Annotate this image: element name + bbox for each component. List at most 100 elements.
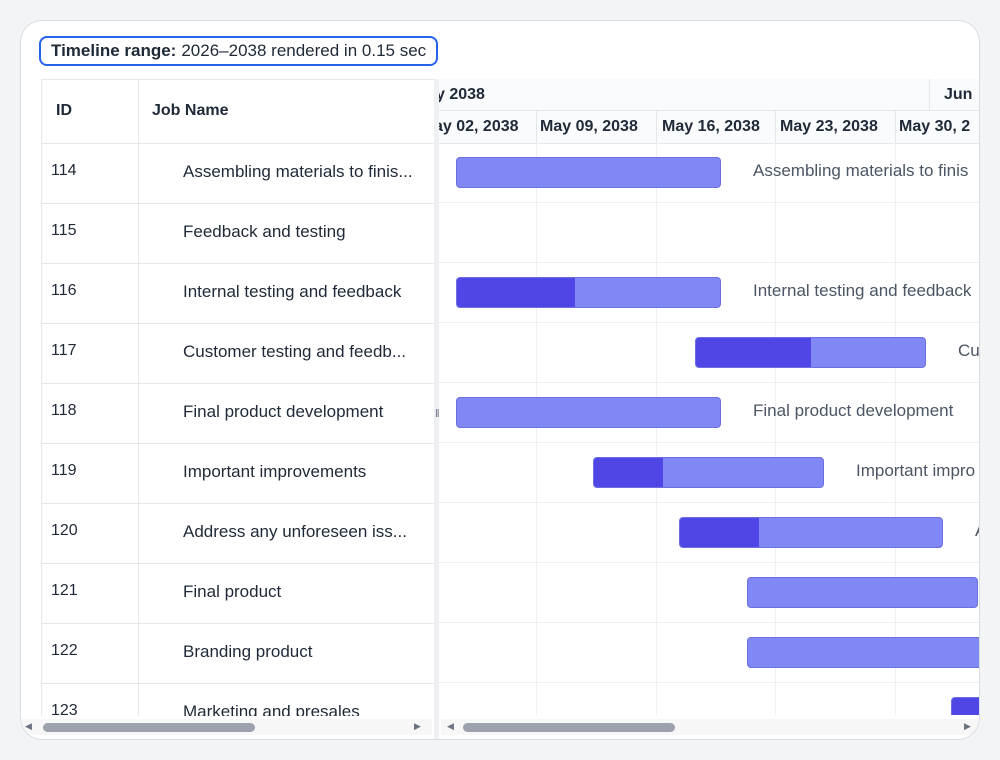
table-row[interactable]: 117 Customer testing and feedb... <box>42 324 437 384</box>
month-label: y 2038 <box>439 86 485 103</box>
table-row[interactable]: 122 Branding product <box>42 624 437 684</box>
timeline-range-label: Timeline range: <box>51 41 177 60</box>
gantt-row: A <box>439 503 979 563</box>
week-label: ay 02, 2038 <box>439 118 519 135</box>
week-label: May 16, 2038 <box>662 118 760 135</box>
week-label: May 23, 2038 <box>780 118 878 135</box>
week-divider <box>536 111 537 143</box>
table-row[interactable]: 123 Marketing and presales <box>42 684 437 716</box>
gantt-row <box>439 563 979 623</box>
timeline-header-weeks: ay 02, 2038 May 09, 2038 May 16, 2038 Ma… <box>439 111 979 144</box>
gantt-row: Internal testing and feedback <box>439 263 979 323</box>
task-bar-label: A <box>975 521 979 541</box>
table-row[interactable]: 120 Address any unforeseen iss... <box>42 504 437 564</box>
week-divider <box>775 111 776 143</box>
cell-divider <box>138 384 139 443</box>
task-bar[interactable] <box>456 397 721 428</box>
task-bar[interactable] <box>951 697 979 715</box>
table-row[interactable]: 121 Final product <box>42 564 437 624</box>
month-divider <box>929 79 930 110</box>
task-progress <box>457 278 576 307</box>
table-row[interactable]: 119 Important improvements <box>42 444 437 504</box>
week-gridline <box>536 143 537 715</box>
task-bar-label: Assembling materials to finis <box>753 161 969 180</box>
week-label: May 30, 2 <box>899 118 971 135</box>
cell-id: 114 <box>51 162 77 179</box>
gantt-row: Final product development <box>439 383 979 443</box>
task-bar[interactable] <box>679 517 943 548</box>
column-header-job-name[interactable]: Job Name <box>152 102 229 119</box>
task-bar[interactable] <box>747 637 979 668</box>
cell-id: 119 <box>51 462 77 479</box>
cell-job-name: Important improvements <box>183 462 367 481</box>
timeline-range-badge: Timeline range: 2026–2038 rendered in 0.… <box>39 36 439 66</box>
week-gridline <box>775 143 776 715</box>
cell-id: 116 <box>51 282 77 299</box>
cell-id: 122 <box>51 642 78 659</box>
arrow-left-icon[interactable]: ◀ <box>447 721 454 731</box>
month-label: Jun <box>944 86 973 103</box>
cell-id: 121 <box>51 582 78 599</box>
task-bar-label: Important impro <box>856 461 976 480</box>
cell-divider <box>138 564 139 623</box>
cell-job-name: Customer testing and feedb... <box>183 342 407 361</box>
arrow-right-icon[interactable]: ▶ <box>964 721 971 731</box>
arrow-right-icon[interactable]: ▶ <box>414 721 421 731</box>
table-row[interactable]: 114 Assembling materials to finis... <box>42 144 437 204</box>
cell-id: 117 <box>51 342 77 359</box>
gantt-row: Important impro <box>439 443 979 503</box>
cell-id: 118 <box>51 402 77 419</box>
cell-job-name: Internal testing and feedback <box>183 282 402 301</box>
timeline-horizontal-scrollbar[interactable]: ◀ ▶ <box>441 719 979 735</box>
week-gridline <box>895 143 896 715</box>
scrollbar-thumb[interactable] <box>43 723 255 732</box>
week-divider <box>656 111 657 143</box>
cell-divider <box>138 684 139 716</box>
cell-job-name: Assembling materials to finis... <box>183 162 413 181</box>
gantt-row <box>439 623 979 683</box>
cell-job-name: Marketing and presales <box>183 702 360 716</box>
gantt-row <box>439 683 979 715</box>
task-bar-label: Cu <box>958 341 979 360</box>
cell-divider <box>138 624 139 683</box>
grid-horizontal-scrollbar[interactable]: ◀ ▶ <box>21 719 432 735</box>
cell-divider <box>138 324 139 383</box>
task-bar[interactable] <box>593 457 824 488</box>
table-row[interactable]: 116 Internal testing and feedback <box>42 264 437 324</box>
cell-id: 115 <box>51 222 77 239</box>
week-divider <box>895 111 896 143</box>
cell-job-name: Address any unforeseen iss... <box>183 522 407 541</box>
cell-id: 120 <box>51 522 78 539</box>
task-bar[interactable] <box>747 577 978 608</box>
panel-splitter[interactable]: ‖ <box>434 79 440 739</box>
task-bar-label: Internal testing and feedback <box>753 281 972 300</box>
table-row[interactable]: 118 Final product development <box>42 384 437 444</box>
cell-divider <box>138 204 139 263</box>
cell-divider <box>138 264 139 323</box>
gantt-timeline: y 2038 Jun ay 02, 2038 May 09, 2038 May … <box>439 79 979 715</box>
gantt-widget: Timeline range: 2026–2038 rendered in 0.… <box>20 20 980 740</box>
cell-job-name: Branding product <box>183 642 313 661</box>
scrollbar-thumb[interactable] <box>463 723 675 732</box>
task-progress <box>952 698 979 715</box>
cell-job-name: Final product development <box>183 402 384 421</box>
week-label: May 09, 2038 <box>540 118 638 135</box>
drag-handle-icon[interactable]: ‖ <box>435 408 440 420</box>
cell-divider <box>138 504 139 563</box>
column-header-id[interactable]: ID <box>56 102 72 119</box>
task-bar[interactable] <box>456 277 721 308</box>
task-bar[interactable] <box>695 337 926 368</box>
cell-id: 123 <box>51 702 78 716</box>
cell-divider <box>138 144 139 203</box>
gantt-row: Cu <box>439 323 979 383</box>
gantt-row: Assembling materials to finis <box>439 143 979 203</box>
task-bar[interactable] <box>456 157 721 188</box>
arrow-left-icon[interactable]: ◀ <box>25 721 32 731</box>
table-row[interactable]: 115 Feedback and testing <box>42 204 437 264</box>
week-gridline <box>656 143 657 715</box>
gantt-body: Assembling materials to finis Internal t… <box>439 143 979 715</box>
column-divider <box>138 80 139 143</box>
task-progress <box>680 518 759 547</box>
timeline-range-value: 2026–2038 rendered in 0.15 sec <box>181 41 427 60</box>
task-grid: ID Job Name 114 Assembling materials to … <box>41 79 437 716</box>
